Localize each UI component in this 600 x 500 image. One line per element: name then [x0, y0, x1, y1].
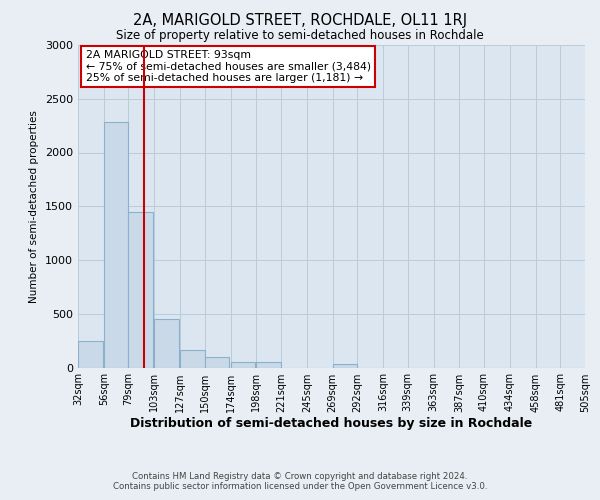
Bar	[256, 362, 281, 368]
Bar	[128, 212, 153, 368]
Bar	[78, 341, 103, 367]
Text: Contains HM Land Registry data © Crown copyright and database right 2024.
Contai: Contains HM Land Registry data © Crown c…	[113, 472, 487, 491]
Bar	[230, 362, 255, 368]
Bar	[332, 364, 357, 368]
Text: 2A MARIGOLD STREET: 93sqm
← 75% of semi-detached houses are smaller (3,484)
25% : 2A MARIGOLD STREET: 93sqm ← 75% of semi-…	[86, 50, 371, 83]
Bar	[104, 122, 128, 368]
Bar	[205, 357, 229, 368]
Bar	[154, 319, 179, 368]
Text: 2A, MARIGOLD STREET, ROCHDALE, OL11 1RJ: 2A, MARIGOLD STREET, ROCHDALE, OL11 1RJ	[133, 12, 467, 28]
Text: Size of property relative to semi-detached houses in Rochdale: Size of property relative to semi-detach…	[116, 29, 484, 42]
X-axis label: Distribution of semi-detached houses by size in Rochdale: Distribution of semi-detached houses by …	[130, 418, 533, 430]
Bar	[180, 350, 205, 368]
Y-axis label: Number of semi-detached properties: Number of semi-detached properties	[29, 110, 40, 302]
